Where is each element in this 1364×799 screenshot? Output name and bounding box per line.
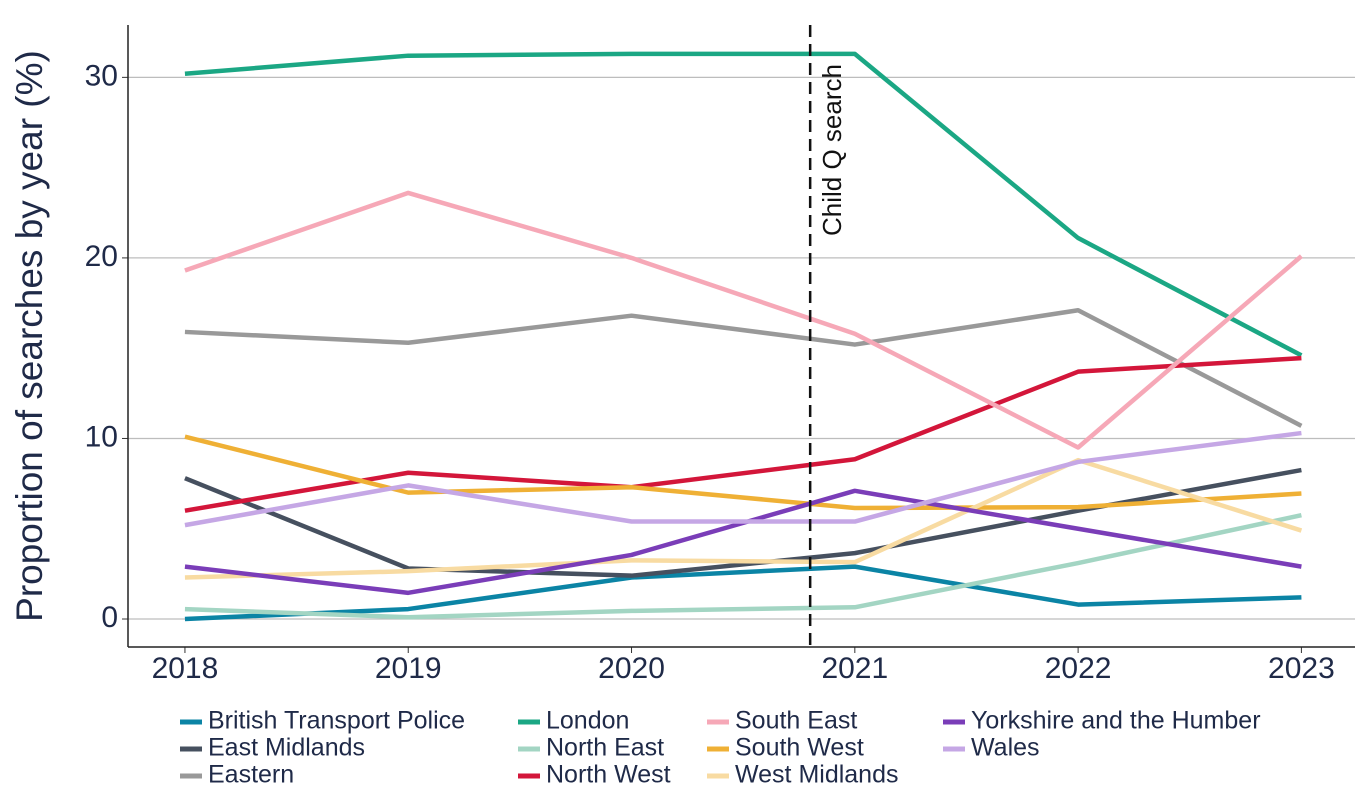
legend-label: Eastern bbox=[208, 761, 294, 789]
x-tick-label: 2023 bbox=[1268, 652, 1335, 685]
series-line bbox=[184, 190, 1303, 450]
y-tick-label: 0 bbox=[101, 601, 118, 634]
x-tick-label: 2022 bbox=[1045, 652, 1112, 685]
series-line bbox=[184, 457, 1303, 580]
legend-label: West Midlands bbox=[735, 761, 899, 789]
x-tick-label: 2020 bbox=[598, 652, 665, 685]
y-tick-label: 20 bbox=[85, 240, 118, 273]
legend-label: South East bbox=[735, 707, 857, 735]
legend-label: North West bbox=[546, 761, 671, 789]
annotation-text: Child Q search bbox=[817, 64, 847, 236]
series-line bbox=[184, 355, 1302, 513]
legend-label: London bbox=[546, 707, 629, 735]
legend-label: North East bbox=[546, 734, 664, 762]
legend-label: East Midlands bbox=[208, 734, 365, 762]
x-tick-label: 2019 bbox=[375, 652, 442, 685]
legend-label: South West bbox=[735, 734, 864, 762]
x-tick-label: 2018 bbox=[152, 652, 219, 685]
y-tick-label: 10 bbox=[85, 420, 118, 453]
y-tick-label: 30 bbox=[85, 59, 118, 92]
series-line bbox=[184, 564, 1302, 622]
y-axis-label: Proportion of searches by year (%) bbox=[9, 50, 50, 622]
x-tick-label: 2021 bbox=[821, 652, 888, 685]
legend-label: Wales bbox=[971, 734, 1040, 762]
series-line bbox=[184, 430, 1302, 528]
series-line bbox=[184, 488, 1302, 596]
series-line bbox=[184, 308, 1303, 428]
legend-label: British Transport Police bbox=[208, 707, 465, 735]
series-line bbox=[184, 512, 1302, 620]
series-line bbox=[184, 434, 1302, 511]
legend-label: Yorkshire and the Humber bbox=[971, 707, 1261, 735]
series-line bbox=[184, 51, 1303, 358]
